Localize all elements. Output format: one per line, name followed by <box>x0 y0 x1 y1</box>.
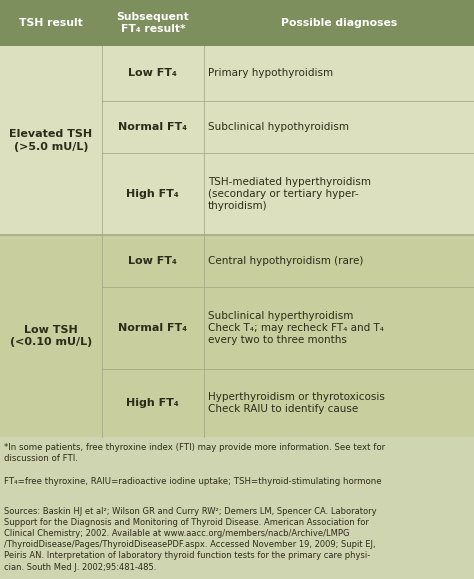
Text: Subclinical hypothyroidism: Subclinical hypothyroidism <box>208 122 349 132</box>
Text: Central hypothyroidism (rare): Central hypothyroidism (rare) <box>208 256 363 266</box>
Bar <box>0 101 474 153</box>
Bar <box>0 153 474 235</box>
Text: Sources: Baskin HJ et al²; Wilson GR and Curry RW²; Demers LM, Spencer CA. Labor: Sources: Baskin HJ et al²; Wilson GR and… <box>4 507 377 571</box>
Text: Elevated TSH
(>5.0 mU/L): Elevated TSH (>5.0 mU/L) <box>9 129 92 152</box>
Bar <box>0 0 474 46</box>
Text: Low FT₄: Low FT₄ <box>128 68 177 79</box>
Text: High FT₄: High FT₄ <box>127 398 179 408</box>
Text: Low FT₄: Low FT₄ <box>128 256 177 266</box>
Text: High FT₄: High FT₄ <box>127 189 179 199</box>
Text: Normal FT₄: Normal FT₄ <box>118 323 187 333</box>
Text: Possible diagnoses: Possible diagnoses <box>281 18 397 28</box>
Bar <box>0 369 474 437</box>
Bar <box>0 235 474 287</box>
Bar <box>0 46 474 101</box>
Text: FT₄=free thyroxine, RAIU=radioactive iodine uptake; TSH=thyroid-stimulating horm: FT₄=free thyroxine, RAIU=radioactive iod… <box>4 477 382 486</box>
Text: Low TSH
(<0.10 mU/L): Low TSH (<0.10 mU/L) <box>10 325 92 347</box>
Text: Normal FT₄: Normal FT₄ <box>118 122 187 132</box>
Text: Subclinical hyperthyroidism
Check T₄; may recheck FT₄ and T₄
every two to three : Subclinical hyperthyroidism Check T₄; ma… <box>208 311 384 345</box>
Text: TSH-mediated hyperthyroidism
(secondary or tertiary hyper-
thyroidism): TSH-mediated hyperthyroidism (secondary … <box>208 177 371 211</box>
Text: Hyperthyroidism or thyrotoxicosis
Check RAIU to identify cause: Hyperthyroidism or thyrotoxicosis Check … <box>208 392 385 414</box>
Bar <box>0 287 474 369</box>
Text: Subsequent
FT₄ result*: Subsequent FT₄ result* <box>117 12 189 34</box>
Text: TSH result: TSH result <box>19 18 83 28</box>
Text: *In some patients, free thyroxine index (FTI) may provide more information. See : *In some patients, free thyroxine index … <box>4 443 385 463</box>
Text: Primary hypothyroidism: Primary hypothyroidism <box>208 68 333 79</box>
